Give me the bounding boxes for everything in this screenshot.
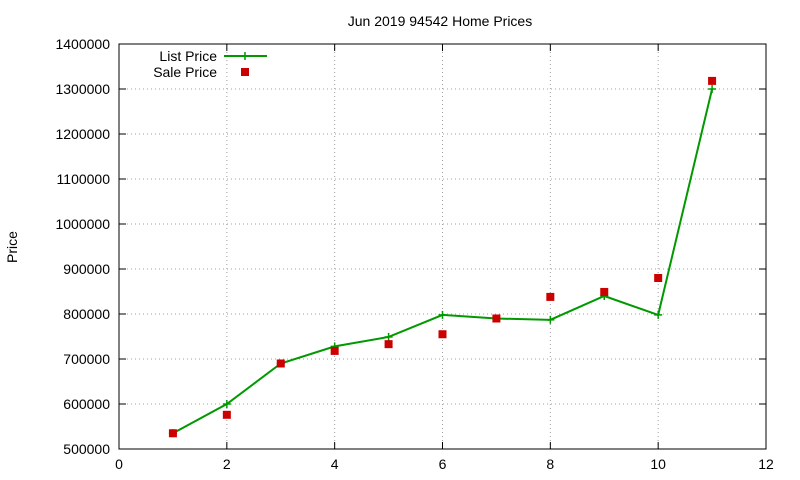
legend-label: List Price: [159, 48, 217, 64]
x-tick-label: 0: [115, 456, 123, 472]
grid-lines: [119, 44, 766, 449]
x-tick-label: 10: [650, 456, 666, 472]
list-price-point: [222, 400, 231, 408]
list-price-point: [546, 315, 555, 324]
y-axis-label: Price: [4, 231, 20, 263]
legend-label: Sale Price: [153, 64, 217, 80]
y-tick-label: 1100000: [57, 171, 111, 187]
series-layer: [168, 76, 717, 438]
x-tick-label: 12: [758, 456, 774, 472]
y-tick-label: 500000: [63, 441, 110, 457]
sale-price-point: [438, 330, 447, 339]
y-tick-label: 900000: [63, 261, 110, 277]
y-tick-label: 1200000: [55, 126, 110, 142]
y-tick-label: 700000: [63, 351, 110, 367]
list-price-point: [708, 85, 717, 93]
list-price-point: [654, 310, 663, 319]
sale-price-point: [384, 340, 393, 349]
y-tick-label: 1300000: [55, 81, 110, 97]
sale-price-point: [222, 410, 231, 419]
sale-price-point: [330, 346, 339, 355]
sale-price-point: [546, 292, 555, 301]
sale-price-point: [600, 287, 609, 296]
sale-price-point: [168, 429, 177, 438]
sale-price-point: [492, 314, 501, 323]
y-tick-label: 1400000: [55, 36, 110, 52]
x-tick-label: 6: [439, 456, 447, 472]
x-tick-label: 4: [331, 456, 339, 472]
sale-price-point: [654, 274, 663, 282]
list-price-point: [438, 310, 447, 319]
axis-ticks: 0 2 4 6 8 10 12 500000 600000 700000 800000 900000 1…: [55, 36, 774, 472]
sale-price-point: [708, 76, 717, 85]
y-tick-label: 800000: [63, 306, 110, 322]
y-tick-label: 1000000: [55, 216, 110, 232]
sale-price-point: [276, 359, 285, 368]
chart-title: Jun 2019 94542 Home Prices: [348, 13, 532, 29]
x-tick-label: 8: [546, 456, 554, 472]
y-tick-label: 600000: [63, 396, 110, 412]
legend-plus-swatch: [241, 52, 249, 60]
x-tick-label: 2: [223, 456, 231, 472]
list-price-point: [384, 332, 393, 341]
legend-square-swatch: [241, 68, 249, 76]
